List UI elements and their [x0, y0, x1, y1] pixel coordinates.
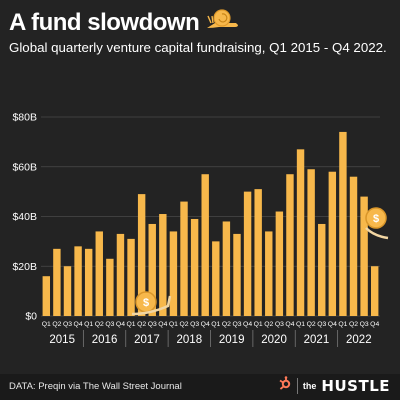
year-label: 2020 — [261, 334, 287, 346]
x-tick-label: Q1 — [296, 321, 305, 328]
x-tick-label: Q2 — [95, 321, 104, 328]
x-tick-label: Q4 — [74, 321, 83, 328]
year-label: 2016 — [92, 334, 118, 346]
x-tick-label: Q4 — [243, 321, 252, 328]
x-tick-label: Q3 — [232, 321, 241, 328]
x-tick-label: Q4 — [285, 321, 294, 328]
bar — [318, 223, 326, 316]
y-tick-label: $20B — [12, 261, 37, 273]
bar — [180, 201, 188, 316]
x-tick-label: Q4 — [158, 321, 167, 328]
x-tick-label: Q2 — [307, 321, 316, 328]
bar — [95, 231, 103, 316]
x-tick-label: Q3 — [360, 321, 369, 328]
x-tick-label: Q4 — [370, 321, 379, 328]
year-label: 2022 — [346, 334, 372, 346]
chart-title-text: A fund slowdown — [9, 8, 200, 36]
svg-text:$: $ — [373, 213, 379, 225]
bar — [201, 174, 209, 316]
bar — [190, 218, 199, 316]
bars — [42, 131, 379, 316]
x-tick-label: Q1 — [338, 321, 347, 328]
bar — [42, 276, 51, 316]
brand-logo: the HUSTLE — [278, 376, 390, 395]
x-tick-label: Q4 — [201, 321, 210, 328]
x-tick-label: Q3 — [190, 321, 199, 328]
x-tick-label: Q1 — [42, 321, 51, 328]
bar — [254, 189, 262, 316]
hubspot-logo-icon — [278, 376, 292, 395]
chart-subtitle: Global quarterly venture capital fundrai… — [9, 40, 387, 55]
year-label: 2017 — [134, 334, 160, 346]
footer-bar — [0, 374, 400, 400]
bar — [275, 211, 284, 316]
bar — [286, 174, 294, 316]
x-axis-quarter-labels: Q1 Q2 Q3 Q4 Q1 Q2 Q3 Q4 Q1 Q2 Q3 Q4 Q1 Q2 Q3 Q4 Q1 Q2 Q3 Q4… — [42, 321, 380, 328]
bar — [349, 176, 358, 316]
coin-icon: $ — [365, 207, 389, 240]
bar — [53, 248, 61, 316]
bar — [307, 169, 315, 316]
brand-divider — [296, 377, 298, 394]
x-tick-label: Q3 — [148, 321, 157, 328]
chart-title: A fund slowdown — [9, 8, 239, 37]
bar — [222, 221, 231, 316]
bar — [265, 231, 273, 316]
x-tick-label: Q2 — [137, 321, 146, 328]
x-tick-label: Q2 — [179, 321, 188, 328]
x-tick-label: Q4 — [328, 321, 337, 328]
data-source: DATA: Preqin via The Wall Street Journal — [9, 381, 182, 392]
year-label: 2015 — [49, 334, 75, 346]
bar — [74, 246, 82, 316]
bar — [233, 233, 241, 316]
x-tick-label: Q2 — [52, 321, 61, 328]
bar — [63, 266, 72, 316]
y-tick-label: $0 — [25, 311, 37, 323]
year-label: 2019 — [219, 334, 245, 346]
x-tick-label: Q3 — [275, 321, 284, 328]
x-tick-label: Q2 — [349, 321, 358, 328]
bar — [159, 214, 167, 316]
svg-text:$: $ — [143, 297, 149, 309]
bar — [212, 241, 220, 316]
bar — [296, 149, 305, 316]
coin-icon: $ — [131, 291, 172, 316]
y-axis-ticks: $0 $20B $40B $60B $80B — [12, 112, 37, 323]
year-label: 2018 — [177, 334, 203, 346]
x-tick-label: Q2 — [264, 321, 273, 328]
bar — [328, 171, 337, 316]
brand-prefix: the — [302, 380, 317, 391]
year-label: 2021 — [304, 334, 330, 346]
bar — [137, 194, 146, 316]
x-tick-label: Q3 — [105, 321, 114, 328]
x-axis-year-labels: 2015 2016 2017 2018 2019 2020 2021 2022 — [49, 330, 372, 347]
bar — [106, 258, 114, 316]
snail-icon — [205, 8, 239, 37]
x-tick-label: Q1 — [254, 321, 263, 328]
x-tick-label: Q1 — [211, 321, 220, 328]
x-tick-label: Q1 — [84, 321, 93, 328]
x-tick-label: Q1 — [127, 321, 136, 328]
brand-name: HUSTLE — [321, 376, 390, 395]
bar — [127, 238, 135, 316]
x-tick-label: Q2 — [222, 321, 231, 328]
bar — [169, 231, 178, 316]
bar — [339, 131, 347, 316]
y-tick-label: $60B — [12, 161, 37, 173]
x-tick-label: Q4 — [116, 321, 125, 328]
y-tick-label: $80B — [12, 112, 37, 124]
x-tick-label: Q3 — [317, 321, 326, 328]
x-tick-label: Q1 — [169, 321, 178, 328]
bar — [84, 248, 93, 316]
bar — [360, 196, 368, 316]
y-tick-label: $40B — [12, 211, 37, 223]
bar — [148, 223, 156, 316]
bar — [370, 266, 379, 316]
bar — [243, 191, 252, 316]
x-tick-label: Q3 — [63, 321, 72, 328]
bar — [116, 233, 125, 316]
